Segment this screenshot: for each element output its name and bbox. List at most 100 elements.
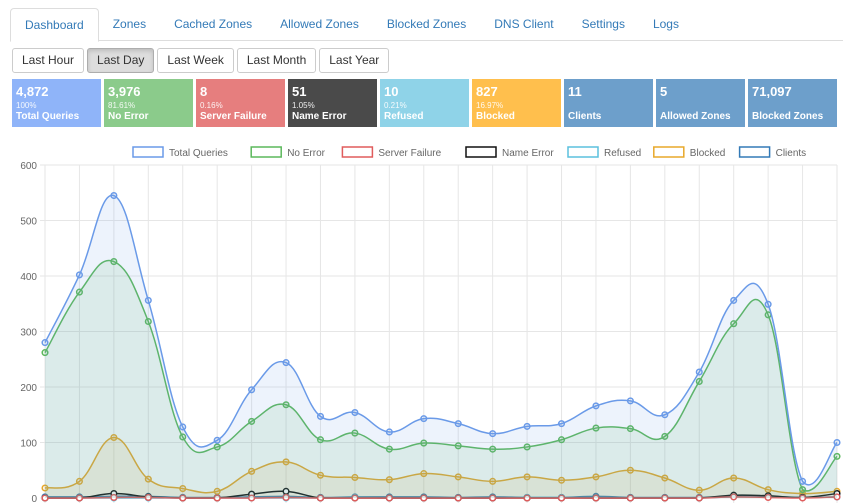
total-queries-point[interactable] bbox=[454, 420, 462, 428]
total-queries-point[interactable] bbox=[248, 386, 256, 394]
tab-cached-zones[interactable]: Cached Zones bbox=[174, 17, 253, 31]
blocked-point[interactable] bbox=[730, 474, 738, 482]
total-queries-point[interactable] bbox=[799, 477, 807, 485]
total-queries-point[interactable] bbox=[626, 397, 634, 405]
blocked-point[interactable] bbox=[110, 433, 118, 442]
server-failure-point[interactable] bbox=[730, 493, 738, 501]
blocked-point[interactable] bbox=[592, 473, 600, 481]
server-failure-point[interactable] bbox=[41, 494, 49, 502]
total-queries-point[interactable] bbox=[316, 412, 325, 420]
blocked-point[interactable] bbox=[179, 485, 187, 493]
total-queries-point[interactable] bbox=[75, 271, 83, 279]
total-queries-point[interactable] bbox=[351, 408, 359, 417]
no-error-point[interactable] bbox=[316, 436, 325, 444]
server-failure-point[interactable] bbox=[110, 493, 118, 501]
stat-clients[interactable]: 11 Clients bbox=[564, 79, 653, 127]
no-error-point[interactable] bbox=[626, 425, 634, 433]
no-error-point[interactable] bbox=[557, 436, 566, 444]
tab-dashboard[interactable]: Dashboard bbox=[10, 8, 99, 42]
blocked-point[interactable] bbox=[420, 470, 428, 478]
tab-logs[interactable]: Logs bbox=[652, 17, 679, 31]
blocked-point[interactable] bbox=[557, 476, 566, 484]
blocked-point[interactable] bbox=[75, 477, 83, 485]
blocked-point[interactable] bbox=[316, 471, 325, 479]
server-failure-point[interactable] bbox=[420, 494, 428, 502]
total-queries-point[interactable] bbox=[695, 368, 703, 376]
legend-clients[interactable]: Clients bbox=[738, 146, 807, 159]
no-error-point[interactable] bbox=[695, 377, 703, 385]
legend-refused[interactable]: Refused bbox=[567, 146, 641, 159]
blocked-point[interactable] bbox=[213, 487, 221, 495]
no-error-point[interactable] bbox=[179, 433, 187, 441]
legend-no-error[interactable]: No Error bbox=[250, 146, 326, 159]
no-error-point[interactable] bbox=[523, 443, 531, 451]
total-queries-point[interactable] bbox=[523, 422, 531, 430]
total-queries-point[interactable] bbox=[764, 300, 772, 308]
legend-blocked[interactable]: Blocked bbox=[653, 146, 726, 159]
blocked-point[interactable] bbox=[523, 473, 531, 481]
server-failure-point[interactable] bbox=[661, 494, 669, 502]
server-failure-point[interactable] bbox=[489, 494, 497, 502]
blocked-point[interactable] bbox=[41, 484, 49, 492]
server-failure-point[interactable] bbox=[626, 494, 634, 502]
server-failure-point[interactable] bbox=[144, 493, 152, 501]
stat-refused[interactable]: 10 0.21% Refused bbox=[380, 79, 469, 127]
total-queries-point[interactable] bbox=[420, 415, 428, 423]
server-failure-point[interactable] bbox=[454, 494, 462, 502]
blocked-point[interactable] bbox=[489, 477, 497, 485]
server-failure-point[interactable] bbox=[179, 494, 187, 502]
server-failure-point[interactable] bbox=[351, 494, 359, 502]
no-error-point[interactable] bbox=[799, 486, 807, 494]
server-failure-point[interactable] bbox=[833, 493, 841, 501]
no-error-point[interactable] bbox=[75, 288, 83, 296]
server-failure-point[interactable] bbox=[557, 494, 566, 502]
last-week-button[interactable]: Last Week bbox=[157, 48, 234, 73]
no-error-point[interactable] bbox=[351, 429, 359, 437]
server-failure-point[interactable] bbox=[213, 494, 221, 502]
legend-name-error[interactable]: Name Error bbox=[465, 146, 554, 159]
no-error-point[interactable] bbox=[282, 401, 290, 409]
total-queries-point[interactable] bbox=[592, 402, 600, 410]
stat-server-failure[interactable]: 8 0.16% Server Failure bbox=[196, 79, 285, 127]
no-error-point[interactable] bbox=[454, 442, 462, 450]
no-error-point[interactable] bbox=[592, 424, 600, 432]
total-queries-point[interactable] bbox=[489, 430, 497, 438]
total-queries-point[interactable] bbox=[833, 438, 841, 447]
last-hour-button[interactable]: Last Hour bbox=[12, 48, 85, 73]
blocked-point[interactable] bbox=[626, 466, 634, 474]
tab-blocked-zones[interactable]: Blocked Zones bbox=[386, 17, 467, 31]
blocked-point[interactable] bbox=[695, 486, 703, 494]
no-error-point[interactable] bbox=[833, 452, 841, 460]
stat-name-error[interactable]: 51 1.05% Name Error bbox=[288, 79, 377, 127]
legend-server-failure[interactable]: Server Failure bbox=[341, 146, 442, 159]
blocked-point[interactable] bbox=[351, 473, 359, 482]
blocked-point[interactable] bbox=[454, 473, 462, 481]
blocked-point[interactable] bbox=[144, 475, 152, 483]
stat-blocked-zones[interactable]: 71,097 Blocked Zones bbox=[748, 79, 837, 127]
server-failure-point[interactable] bbox=[523, 494, 531, 502]
total-queries-point[interactable] bbox=[110, 191, 118, 200]
no-error-point[interactable] bbox=[248, 417, 256, 425]
blocked-point[interactable] bbox=[282, 458, 290, 466]
server-failure-point[interactable] bbox=[75, 494, 83, 502]
total-queries-point[interactable] bbox=[41, 339, 49, 347]
no-error-point[interactable] bbox=[489, 445, 497, 453]
total-queries-point[interactable] bbox=[730, 296, 738, 304]
last-month-button[interactable]: Last Month bbox=[236, 48, 317, 73]
server-failure-point[interactable] bbox=[316, 494, 325, 502]
server-failure-point[interactable] bbox=[799, 494, 807, 502]
no-error-point[interactable] bbox=[661, 432, 669, 440]
server-failure-point[interactable] bbox=[592, 494, 600, 502]
no-error-point[interactable] bbox=[213, 443, 221, 451]
server-failure-point[interactable] bbox=[764, 493, 772, 501]
server-failure-point[interactable] bbox=[385, 494, 393, 502]
blocked-point[interactable] bbox=[385, 476, 393, 484]
tab-zones[interactable]: Zones bbox=[112, 17, 147, 31]
no-error-point[interactable] bbox=[41, 349, 49, 357]
stat-no-error[interactable]: 3,976 81.61% No Error bbox=[104, 79, 193, 127]
total-queries-point[interactable] bbox=[144, 296, 152, 304]
last-day-button[interactable]: Last Day bbox=[87, 48, 155, 73]
no-error-point[interactable] bbox=[144, 317, 152, 326]
total-queries-point[interactable] bbox=[661, 411, 669, 419]
last-year-button[interactable]: Last Year bbox=[319, 48, 390, 73]
